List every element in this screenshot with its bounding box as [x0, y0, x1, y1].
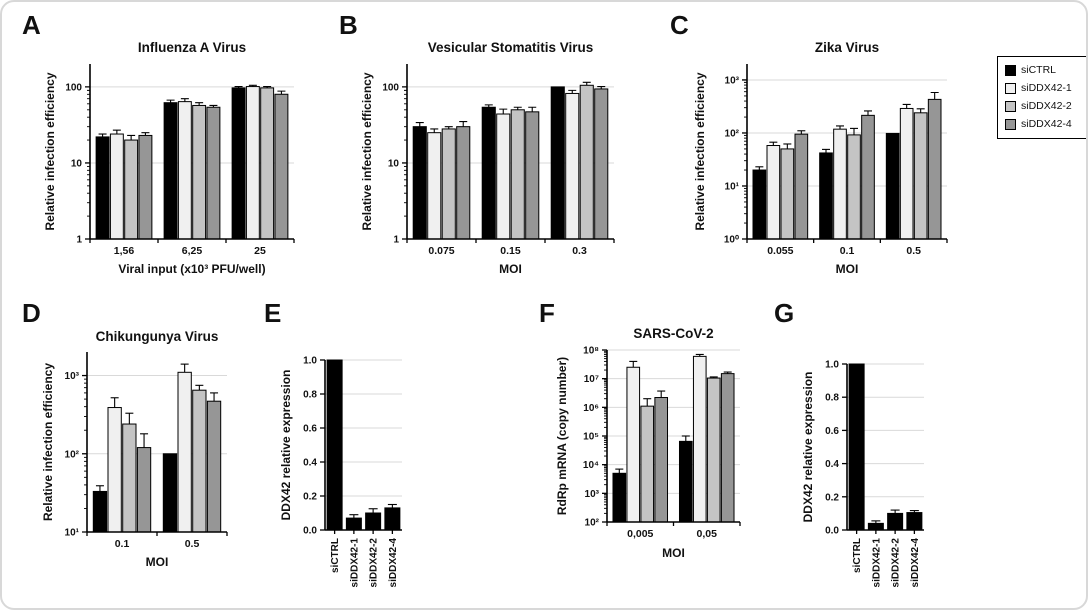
svg-text:10⁶: 10⁶ — [583, 403, 599, 414]
svg-text:MOI: MOI — [662, 546, 685, 560]
svg-text:siCTRL: siCTRL — [330, 538, 341, 573]
svg-text:10¹: 10¹ — [65, 528, 80, 539]
panel-label-f: F — [539, 298, 555, 328]
svg-text:0.2: 0.2 — [825, 492, 839, 503]
legend-label-sictrl: siCTRL — [1021, 64, 1057, 77]
chart-sars-cov-2: 10² 10³ 10⁴ 10⁵ 10⁶ 10⁷ 10⁸ 0,005 0,05 SARS-CoV-2… — [555, 326, 741, 560]
legend-swatch-siddx42-2 — [1005, 101, 1016, 112]
legend-item-sictrl: siCTRL — [1005, 65, 1083, 76]
panel-label-a: A — [22, 10, 41, 40]
svg-text:0.8: 0.8 — [303, 390, 317, 401]
panel-label-c: C — [670, 10, 689, 40]
svg-text:siDDX42-4: siDDX42-4 — [388, 538, 399, 588]
svg-text:0.1: 0.1 — [115, 538, 130, 550]
panel-label-e: E — [264, 298, 282, 328]
svg-text:100: 100 — [65, 82, 82, 93]
svg-text:RdRp mRNA (copy number): RdRp mRNA (copy number) — [555, 357, 569, 515]
svg-text:Influenza A Virus: Influenza A Virus — [138, 40, 246, 55]
svg-text:0.075: 0.075 — [428, 245, 454, 257]
svg-text:10³: 10³ — [65, 371, 80, 382]
svg-text:siDDX42-2: siDDX42-2 — [891, 538, 902, 588]
svg-text:0.5: 0.5 — [185, 538, 200, 550]
legend-label-siddx42-1: siDDX42-1 — [1021, 82, 1072, 95]
svg-text:Vesicular Stomatitis Virus: Vesicular Stomatitis Virus — [428, 40, 594, 55]
svg-text:0.6: 0.6 — [825, 426, 839, 437]
svg-text:10: 10 — [71, 158, 83, 169]
svg-text:0.3: 0.3 — [572, 245, 587, 257]
svg-text:MOI: MOI — [836, 262, 859, 276]
svg-text:0.2: 0.2 — [303, 492, 317, 503]
chart-chikungunya-virus: 10¹ 10² 10³ 0.1 0.5 Chikungunya Virus MOI Relat… — [41, 329, 228, 569]
legend: siCTRL siDDX42-1 siDDX42-2 siDDX42-4 — [997, 56, 1086, 139]
svg-text:Relative infection efficiency: Relative infection efficiency — [43, 72, 57, 230]
legend-swatch-sictrl — [1005, 65, 1016, 76]
svg-text:0.8: 0.8 — [825, 393, 839, 404]
chart-ddx42-expression-g: 0.0 0.2 0.4 0.6 0.8 1.0 siCTRL siDDX42-1 siDDX42… — [801, 360, 924, 588]
svg-text:1: 1 — [76, 235, 82, 246]
svg-text:Relative infection efficiency: Relative infection efficiency — [360, 72, 374, 230]
svg-text:0.15: 0.15 — [500, 245, 521, 257]
svg-text:1,56: 1,56 — [114, 245, 135, 257]
svg-text:SARS-CoV-2: SARS-CoV-2 — [633, 326, 713, 341]
panel-label-b: B — [339, 10, 358, 40]
svg-text:1: 1 — [393, 235, 399, 246]
legend-swatch-siddx42-1 — [1005, 83, 1016, 94]
svg-text:0.055: 0.055 — [767, 245, 793, 257]
svg-text:10⁵: 10⁵ — [583, 432, 599, 443]
svg-text:0.4: 0.4 — [303, 458, 317, 469]
svg-text:0.4: 0.4 — [825, 459, 839, 470]
svg-text:Relative infection efficiency: Relative infection efficiency — [41, 363, 55, 521]
svg-text:Viral input (x10³ PFU/well): Viral input (x10³ PFU/well) — [118, 262, 265, 276]
svg-text:Chikungunya Virus: Chikungunya Virus — [96, 329, 219, 344]
legend-swatch-siddx42-4 — [1005, 119, 1016, 130]
chart-zika-virus: 10⁰ 10¹ 10² 10³ 0.055 0.1 0.5 Zika Virus MOI Rela… — [693, 40, 948, 276]
svg-text:10³: 10³ — [585, 489, 600, 500]
svg-text:siDDX42-1: siDDX42-1 — [349, 538, 360, 588]
svg-text:1.0: 1.0 — [303, 356, 317, 367]
svg-text:0.0: 0.0 — [825, 526, 839, 537]
svg-text:10⁴: 10⁴ — [583, 460, 599, 471]
svg-text:Zika Virus: Zika Virus — [815, 40, 879, 55]
svg-text:10²: 10² — [585, 518, 600, 529]
svg-text:10⁰: 10⁰ — [724, 235, 739, 246]
svg-text:6,25: 6,25 — [182, 245, 203, 257]
svg-text:DDX42 relative expression: DDX42 relative expression — [279, 370, 293, 521]
chart-ddx42-expression-e: 0.0 0.2 0.4 0.6 0.8 1.0 siCTRL siDDX42-1 siDDX42… — [279, 356, 402, 588]
svg-text:Relative infection efficiency: Relative infection efficiency — [693, 72, 707, 230]
svg-text:MOI: MOI — [499, 262, 522, 276]
svg-text:10¹: 10¹ — [725, 181, 740, 192]
svg-text:siCTRL: siCTRL — [852, 538, 863, 573]
svg-text:0.1: 0.1 — [840, 245, 855, 257]
svg-text:0.6: 0.6 — [303, 424, 317, 435]
svg-text:0,05: 0,05 — [697, 528, 718, 540]
legend-label-siddx42-4: siDDX42-4 — [1021, 118, 1072, 131]
svg-text:siDDX42-2: siDDX42-2 — [369, 538, 380, 588]
legend-item-siddx42-4: siDDX42-4 — [1005, 119, 1083, 130]
svg-text:10⁷: 10⁷ — [584, 374, 599, 385]
svg-text:siDDX42-1: siDDX42-1 — [871, 538, 882, 588]
svg-text:1.0: 1.0 — [825, 360, 839, 371]
panel-label-d: D — [22, 298, 41, 328]
svg-text:10²: 10² — [725, 128, 740, 139]
chart-influenza-a-virus: 1 10 100 1,56 6,25 25 Influenza A Virus Viral i… — [43, 40, 295, 276]
legend-item-siddx42-2: siDDX42-2 — [1005, 101, 1083, 112]
legend-item-siddx42-1: siDDX42-1 — [1005, 83, 1083, 94]
svg-text:100: 100 — [382, 82, 399, 93]
svg-text:MOI: MOI — [146, 555, 169, 569]
svg-text:DDX42 relative expression: DDX42 relative expression — [801, 372, 815, 523]
svg-text:10: 10 — [388, 158, 400, 169]
svg-text:10²: 10² — [65, 449, 80, 460]
svg-text:25: 25 — [254, 245, 266, 257]
svg-text:0.0: 0.0 — [303, 526, 317, 537]
svg-text:0,005: 0,005 — [627, 528, 653, 540]
svg-text:0.5: 0.5 — [906, 245, 921, 257]
chart-vesicular-stomatitis-virus: 1 10 100 0.075 0.15 0.3 Vesicular Stomatitis V… — [360, 40, 615, 276]
svg-text:10³: 10³ — [725, 75, 740, 86]
legend-label-siddx42-2: siDDX42-2 — [1021, 100, 1072, 113]
svg-text:10⁸: 10⁸ — [583, 346, 599, 357]
panel-label-g: G — [774, 298, 795, 328]
svg-text:siDDX42-4: siDDX42-4 — [910, 538, 921, 588]
